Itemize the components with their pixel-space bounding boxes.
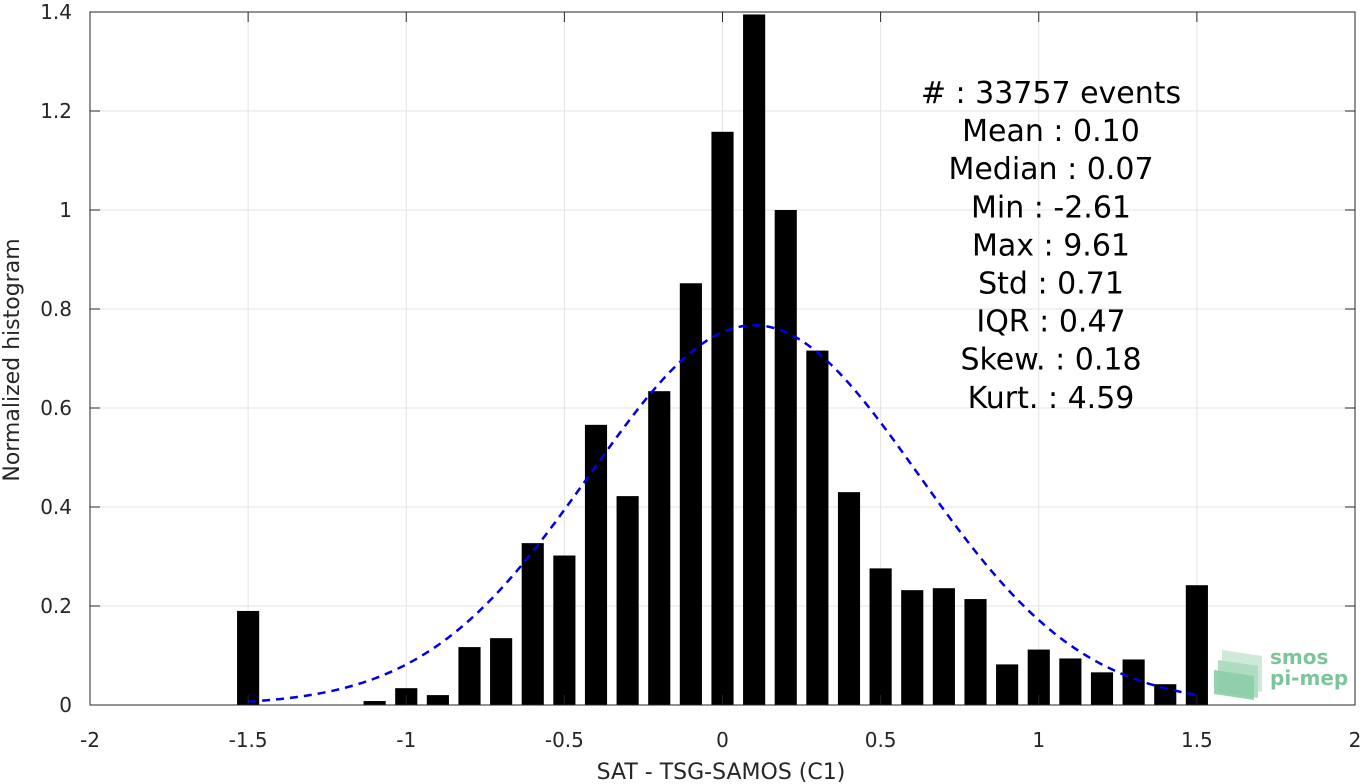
- y-tick-label: 0.2: [40, 594, 72, 618]
- x-tick-label: 0.5: [865, 728, 897, 752]
- x-tick-label: -0.5: [545, 728, 584, 752]
- histogram-bar: [774, 210, 797, 705]
- histogram-bar: [743, 14, 766, 706]
- histogram-bar: [363, 701, 386, 705]
- histogram-bar: [996, 664, 1019, 705]
- histogram-bar: [237, 610, 260, 705]
- histogram-bar: [837, 492, 861, 705]
- histogram-bar: [1154, 684, 1177, 705]
- histogram-bar: [616, 496, 639, 705]
- histogram-bar: [426, 695, 449, 705]
- stats-line: Mean : 0.10: [962, 114, 1140, 149]
- x-tick-label: -2: [80, 728, 100, 752]
- x-tick-label: 1: [1032, 728, 1045, 752]
- histogram-bar: [901, 590, 924, 705]
- y-tick-label: 0.4: [40, 495, 72, 519]
- normal-fit-curve: [248, 323, 1198, 703]
- histogram-bar: [1122, 659, 1145, 705]
- x-tick-label: -1.5: [229, 728, 268, 752]
- histogram-bar: [711, 131, 734, 706]
- stats-line: Max : 9.61: [972, 228, 1130, 263]
- x-tick-labels: -2 -1.5 -1 -0.5 0 0.5 1 1.5 2: [80, 728, 1361, 752]
- x-tick-label: 0: [716, 728, 729, 752]
- stats-line: Min : -2.61: [971, 190, 1131, 225]
- histogram-bar: [679, 283, 702, 705]
- y-tick-label: 1.2: [40, 99, 72, 123]
- y-tick-label: 0.8: [40, 297, 72, 321]
- x-tick-label: 1.5: [1181, 728, 1213, 752]
- axis-ticks: [89, 11, 1356, 706]
- y-tick-label: 0.6: [40, 396, 72, 420]
- histogram-bar: [1185, 585, 1208, 705]
- histogram-bar: [1059, 658, 1082, 705]
- x-axis-label: SAT - TSG-SAMOS (C1): [597, 760, 846, 784]
- logo-text-smos: smos: [1270, 645, 1328, 669]
- histogram-bar: [869, 568, 892, 705]
- histogram-bar: [932, 588, 955, 705]
- stats-line: Median : 0.07: [948, 152, 1153, 187]
- stats-line: # : 33757 events: [921, 76, 1181, 111]
- stats-line: Skew. : 0.18: [960, 343, 1141, 378]
- stats-line: IQR : 0.47: [976, 305, 1125, 340]
- histogram-bar: [553, 555, 576, 705]
- y-axis-label: Normalized histogram: [0, 238, 25, 481]
- histogram-bar: [648, 391, 671, 705]
- logo-layers-icon: [1214, 650, 1262, 700]
- y-tick-label: 1: [59, 198, 72, 222]
- y-tick-label: 1.4: [40, 0, 72, 24]
- histogram-bar: [490, 638, 513, 705]
- y-tick-labels: 0 0.2 0.4 0.6 0.8 1 1.2 1.4: [40, 0, 72, 717]
- histogram-bar: [1027, 649, 1050, 705]
- histogram-bar: [964, 599, 987, 705]
- histogram-bar: [1090, 672, 1114, 705]
- x-tick-label: -1: [396, 728, 416, 752]
- stats-line: Kurt. : 4.59: [968, 381, 1135, 416]
- y-tick-label: 0: [59, 693, 72, 717]
- x-tick-label: 2: [1349, 728, 1362, 752]
- smos-pimep-logo: smos pi-mep: [1214, 645, 1348, 700]
- stats-line: Std : 0.71: [978, 267, 1124, 302]
- histogram-bar: [521, 543, 544, 705]
- histogram-bars: [237, 14, 1208, 706]
- histogram-bar: [458, 647, 481, 705]
- logo-text-pimep: pi-mep: [1270, 666, 1348, 690]
- histogram-bar: [584, 424, 608, 705]
- histogram-bar: [806, 350, 829, 705]
